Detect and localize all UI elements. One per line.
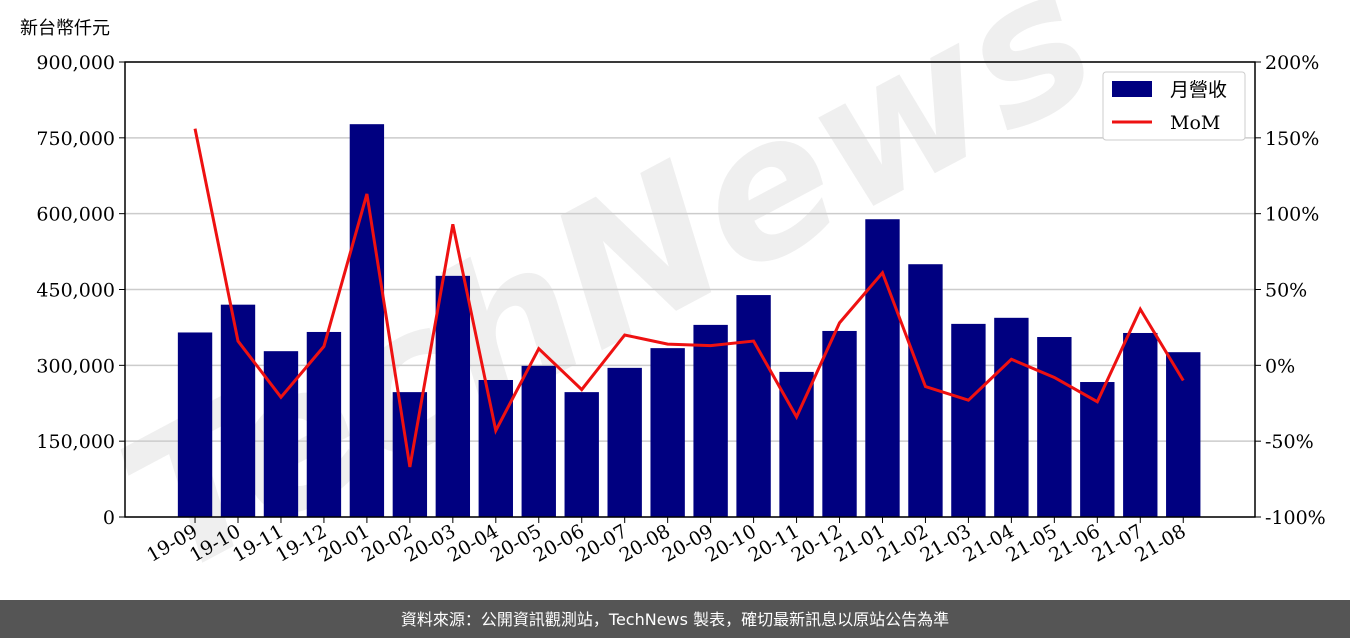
y-tick-label: 900,000 — [36, 52, 115, 74]
bar — [521, 365, 556, 517]
source-note: 資料來源：公開資訊觀測站，TechNews 製表，確切最新訊息以原站公告為準 — [401, 610, 949, 629]
y2-tick-label: 200% — [1265, 52, 1319, 74]
y-tick-label: 300,000 — [36, 355, 115, 377]
line — [193, 128, 1185, 468]
y-tick-label: 750,000 — [36, 128, 115, 150]
x-tick-label: 21-08 — [1131, 520, 1189, 566]
bar — [1037, 337, 1072, 517]
y2-tick-label: -50% — [1265, 431, 1314, 453]
bar — [736, 295, 771, 517]
y2-tick-label: 50% — [1265, 280, 1307, 302]
bar — [263, 351, 299, 517]
y2-tick-label: 150% — [1265, 128, 1319, 150]
bar — [1080, 382, 1115, 517]
bar — [177, 332, 213, 517]
y-tick-label: 450,000 — [36, 280, 115, 302]
footer-band — [0, 600, 1350, 638]
bar — [1166, 352, 1201, 517]
bar — [693, 324, 728, 517]
y2-tick-label: -100% — [1265, 507, 1326, 529]
legend-label: MoM — [1170, 112, 1220, 134]
y-tick-label: 150,000 — [36, 431, 115, 453]
bar — [994, 317, 1029, 517]
y-axis-label: 新台幣仟元 — [20, 18, 110, 39]
bar — [435, 275, 471, 517]
bar — [564, 392, 599, 517]
bar — [865, 219, 900, 517]
y-tick-label: 0 — [103, 507, 115, 529]
legend: 月營收 MoM — [1102, 71, 1246, 141]
plot-frame — [124, 61, 1256, 518]
bar — [306, 331, 342, 517]
legend-label: 月營收 — [1170, 79, 1227, 101]
bar — [349, 124, 385, 517]
bar — [822, 330, 857, 517]
bar — [478, 379, 513, 517]
bar — [650, 348, 685, 517]
bar — [951, 323, 986, 517]
y-tick-label: 600,000 — [36, 204, 115, 226]
bar — [1123, 332, 1158, 517]
y2-tick-label: 100% — [1265, 204, 1319, 226]
y2-tick-label: 0% — [1265, 355, 1295, 377]
bar — [392, 392, 428, 517]
bar — [607, 367, 642, 517]
legend-swatch — [1112, 81, 1152, 97]
